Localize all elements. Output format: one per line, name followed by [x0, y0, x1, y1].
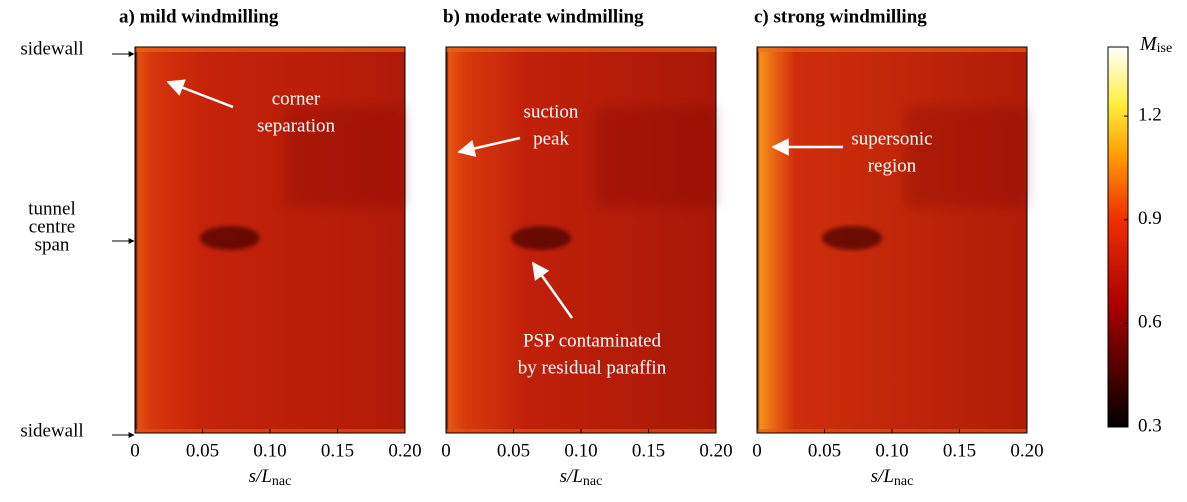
annotation: suction	[524, 101, 579, 122]
x-tick-label: 0.20	[699, 440, 732, 461]
panel-title: c) strong windmilling	[754, 6, 927, 27]
row-label: sidewall	[20, 420, 83, 441]
shade	[905, 107, 1027, 207]
x-tick-label: 0.20	[388, 440, 421, 461]
colorbar: 0.3 0.6 0.9 1.2 Mise	[1107, 33, 1172, 436]
row-label: sidewall	[20, 38, 83, 59]
annotation: corner	[272, 88, 321, 109]
field	[135, 47, 405, 433]
colorbar-tick-label: 0.6	[1138, 312, 1162, 333]
annotation: separation	[257, 115, 336, 136]
colorbar-tick-label: 1.2	[1138, 104, 1162, 125]
annotation-arrow	[457, 136, 521, 158]
x-tick-label: 0	[441, 440, 451, 461]
x-tick-label: 0.05	[808, 440, 841, 461]
panel-title: a) mild windmilling	[119, 6, 279, 27]
x-tick-label: 0.15	[632, 440, 665, 461]
field	[757, 47, 1027, 433]
annotation: by residual paraffin	[518, 357, 667, 378]
x-axis-label: s/Lnac	[871, 466, 914, 489]
annotation: peak	[533, 128, 569, 149]
x-tick-label: 0.10	[253, 440, 286, 461]
contamination	[511, 226, 571, 250]
x-label-main: s/L	[871, 466, 894, 487]
contamination	[200, 226, 260, 250]
annotation-arrow	[166, 79, 234, 109]
colorbar-tick-label: 0.9	[1138, 208, 1162, 229]
row-label: centre	[29, 216, 75, 237]
x-axis-label: s/Lnac	[560, 466, 603, 489]
x-tick-label: 0.15	[321, 440, 354, 461]
colorbar-label-sub: ise	[1157, 41, 1173, 56]
colorbar-label: Mise	[1139, 33, 1172, 57]
x-tick-label: 0.20	[1010, 440, 1043, 461]
colorbar-fill	[1107, 46, 1129, 428]
x-tick-label: 0.05	[497, 440, 530, 461]
row-label: tunnel	[28, 198, 76, 219]
colorbar-label-main: M	[1139, 33, 1158, 55]
panel: b) moderate windmilling 0 0.05 0.10 0.15 0.20…	[441, 6, 732, 489]
annotation: region	[868, 155, 917, 176]
edge	[757, 47, 1027, 52]
x-label-sub: nac	[894, 474, 913, 489]
shade	[594, 107, 716, 207]
x-tick-label: 0.15	[943, 440, 976, 461]
contamination	[822, 226, 882, 250]
x-label-sub: nac	[272, 474, 291, 489]
colorbar-tick-label: 0.3	[1138, 415, 1162, 436]
x-axis-label: s/Lnac	[249, 466, 292, 489]
x-tick-label: 0.10	[875, 440, 908, 461]
annotation-arrow	[531, 261, 574, 319]
shade	[283, 107, 405, 207]
annotation: supersonic	[851, 128, 932, 149]
x-tick-label: 0.10	[564, 440, 597, 461]
x-label-main: s/L	[249, 466, 272, 487]
panel: a) mild windmilling 0 0.05 0.10 0.15 0.20 s/Ln…	[119, 6, 422, 489]
edge	[446, 47, 716, 52]
row-label: span	[35, 234, 70, 255]
x-tick-label: 0	[752, 440, 762, 461]
x-tick-label: 0.05	[186, 440, 219, 461]
panel-title: b) moderate windmilling	[443, 6, 644, 27]
edge	[135, 47, 405, 52]
x-label-main: s/L	[560, 466, 583, 487]
annotation: PSP contaminated	[523, 330, 662, 351]
panel: c) strong windmilling 0 0.05 0.10 0.15 0.20 s/…	[752, 6, 1043, 489]
x-label-sub: nac	[583, 474, 602, 489]
x-tick-label: 0	[130, 440, 140, 461]
